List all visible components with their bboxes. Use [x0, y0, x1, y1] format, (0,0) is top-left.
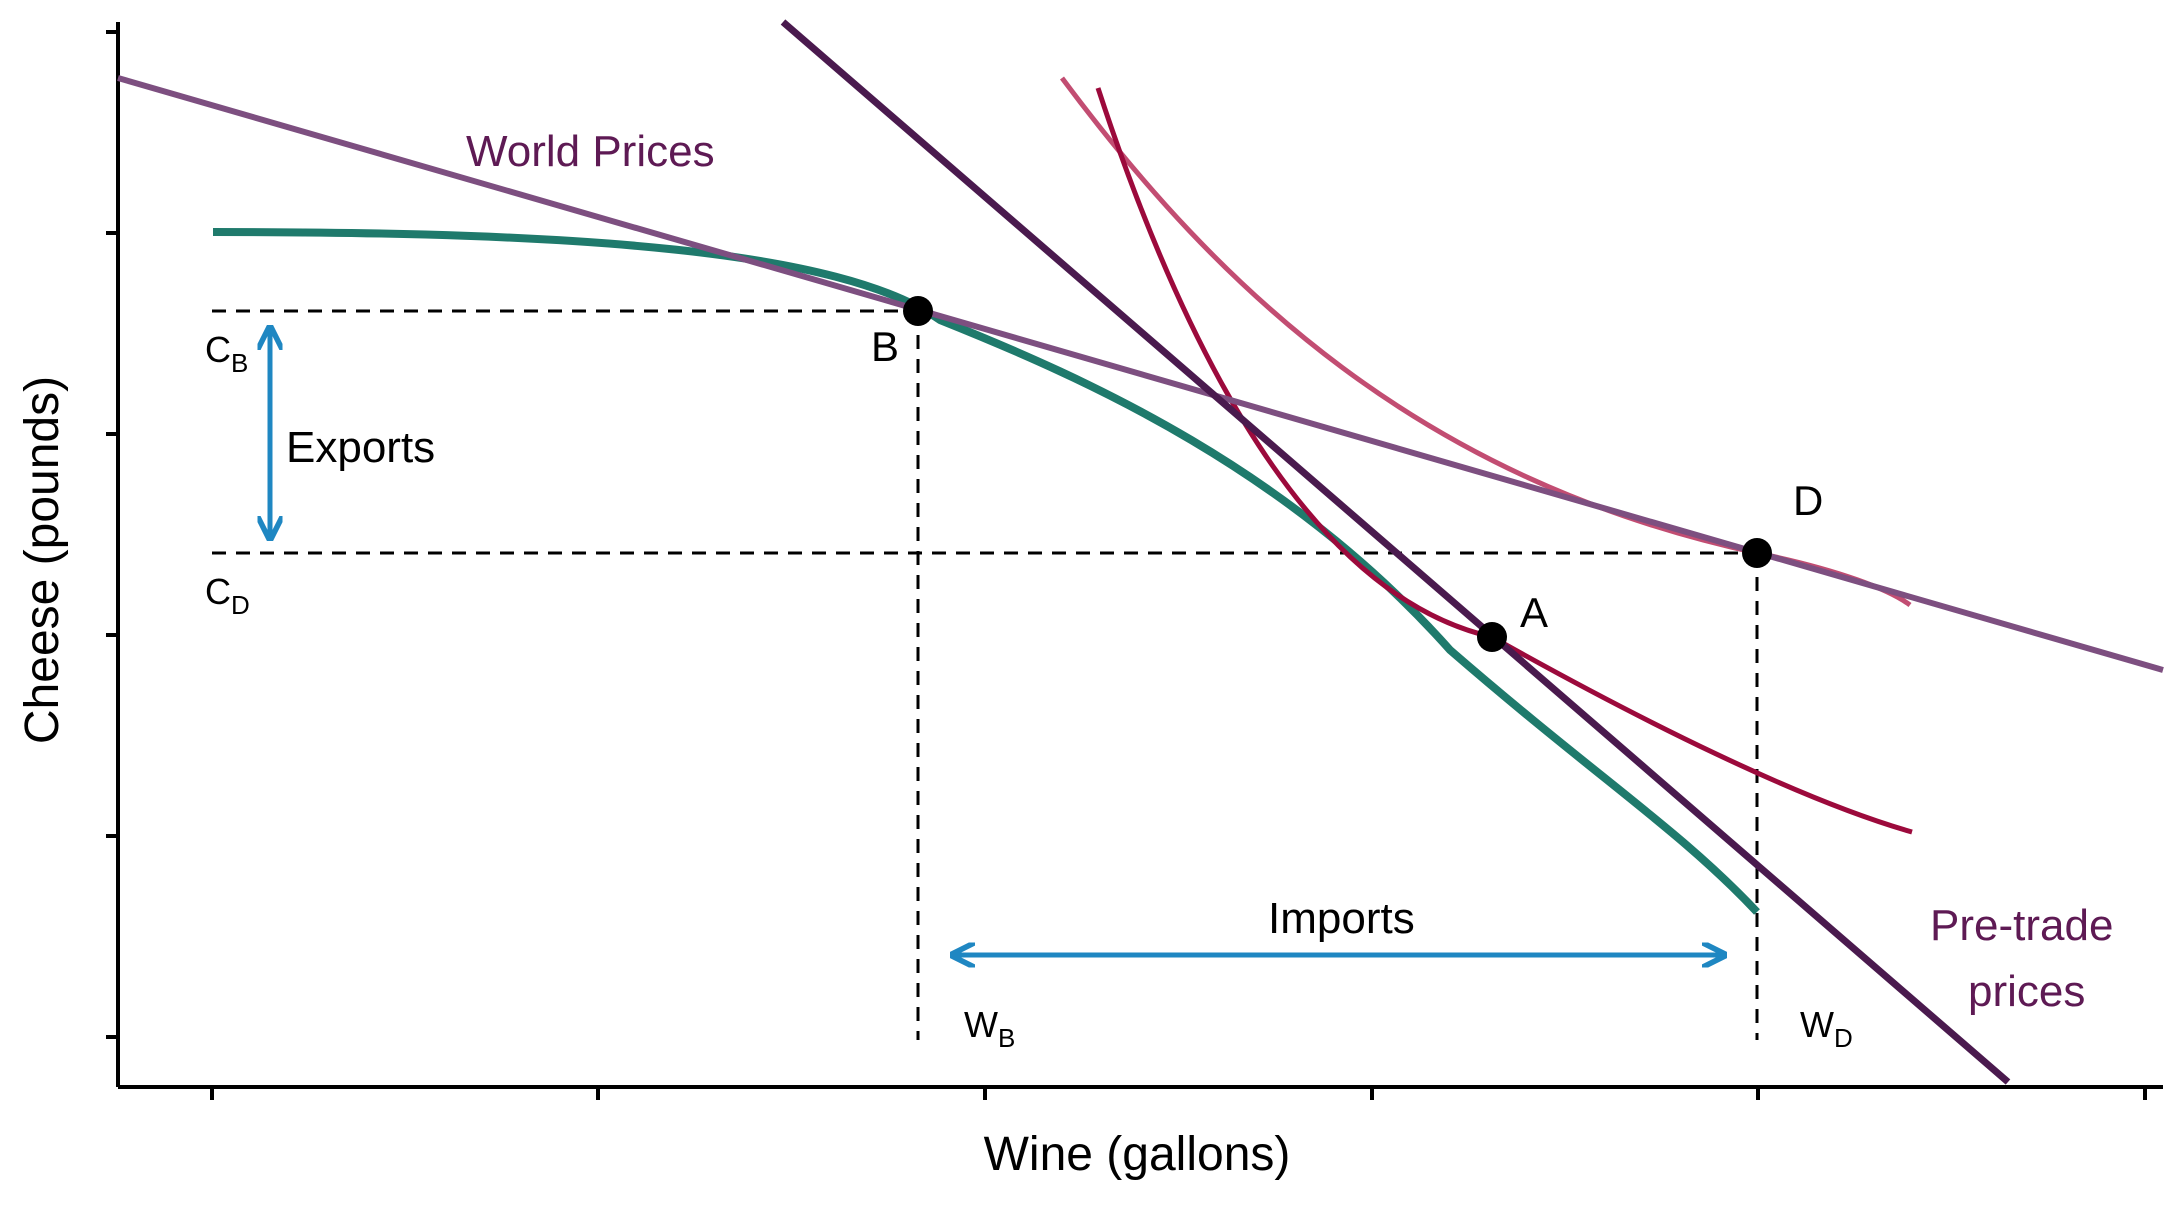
indifference-curve-trade	[1059, 76, 1912, 608]
indifference-curve-pretrade	[1095, 87, 1913, 835]
point-b-label: B	[871, 323, 899, 370]
pretrade-label-line1: Pre-trade	[1930, 901, 2113, 950]
point-d-label: D	[1793, 477, 1823, 524]
point-d-marker	[1742, 538, 1772, 568]
cb-main: C	[205, 329, 231, 370]
wd-label: WD	[1800, 1004, 1853, 1053]
world-prices-label: World Prices	[466, 127, 715, 176]
point-a-marker	[1477, 622, 1507, 652]
wd-sub: D	[1834, 1023, 1853, 1053]
exports-label: Exports	[286, 423, 435, 472]
y-ticks	[106, 30, 118, 1039]
cb-sub: B	[231, 348, 248, 378]
y-axis-title: Cheese (pounds)	[16, 376, 69, 744]
ppf-curve	[212, 228, 1760, 915]
cb-label: CB	[205, 329, 248, 378]
point-b-marker	[903, 296, 933, 326]
wb-label: WB	[964, 1004, 1015, 1053]
wb-sub: B	[998, 1023, 1015, 1053]
wd-main: W	[1800, 1004, 1834, 1045]
x-ticks	[210, 1087, 2147, 1100]
cd-main: C	[205, 571, 231, 612]
imports-label: Imports	[1268, 894, 1415, 943]
point-a-label: A	[1520, 589, 1548, 636]
cd-label: CD	[205, 571, 250, 620]
pretrade-label-line2: prices	[1968, 967, 2085, 1016]
x-axis-title: Wine (gallons)	[984, 1128, 1291, 1181]
wb-main: W	[964, 1004, 998, 1045]
dashed-guides	[212, 309, 1759, 1040]
cd-sub: D	[231, 590, 250, 620]
pretrade-price-line	[780, 19, 2011, 1085]
world-price-line	[117, 75, 2164, 673]
